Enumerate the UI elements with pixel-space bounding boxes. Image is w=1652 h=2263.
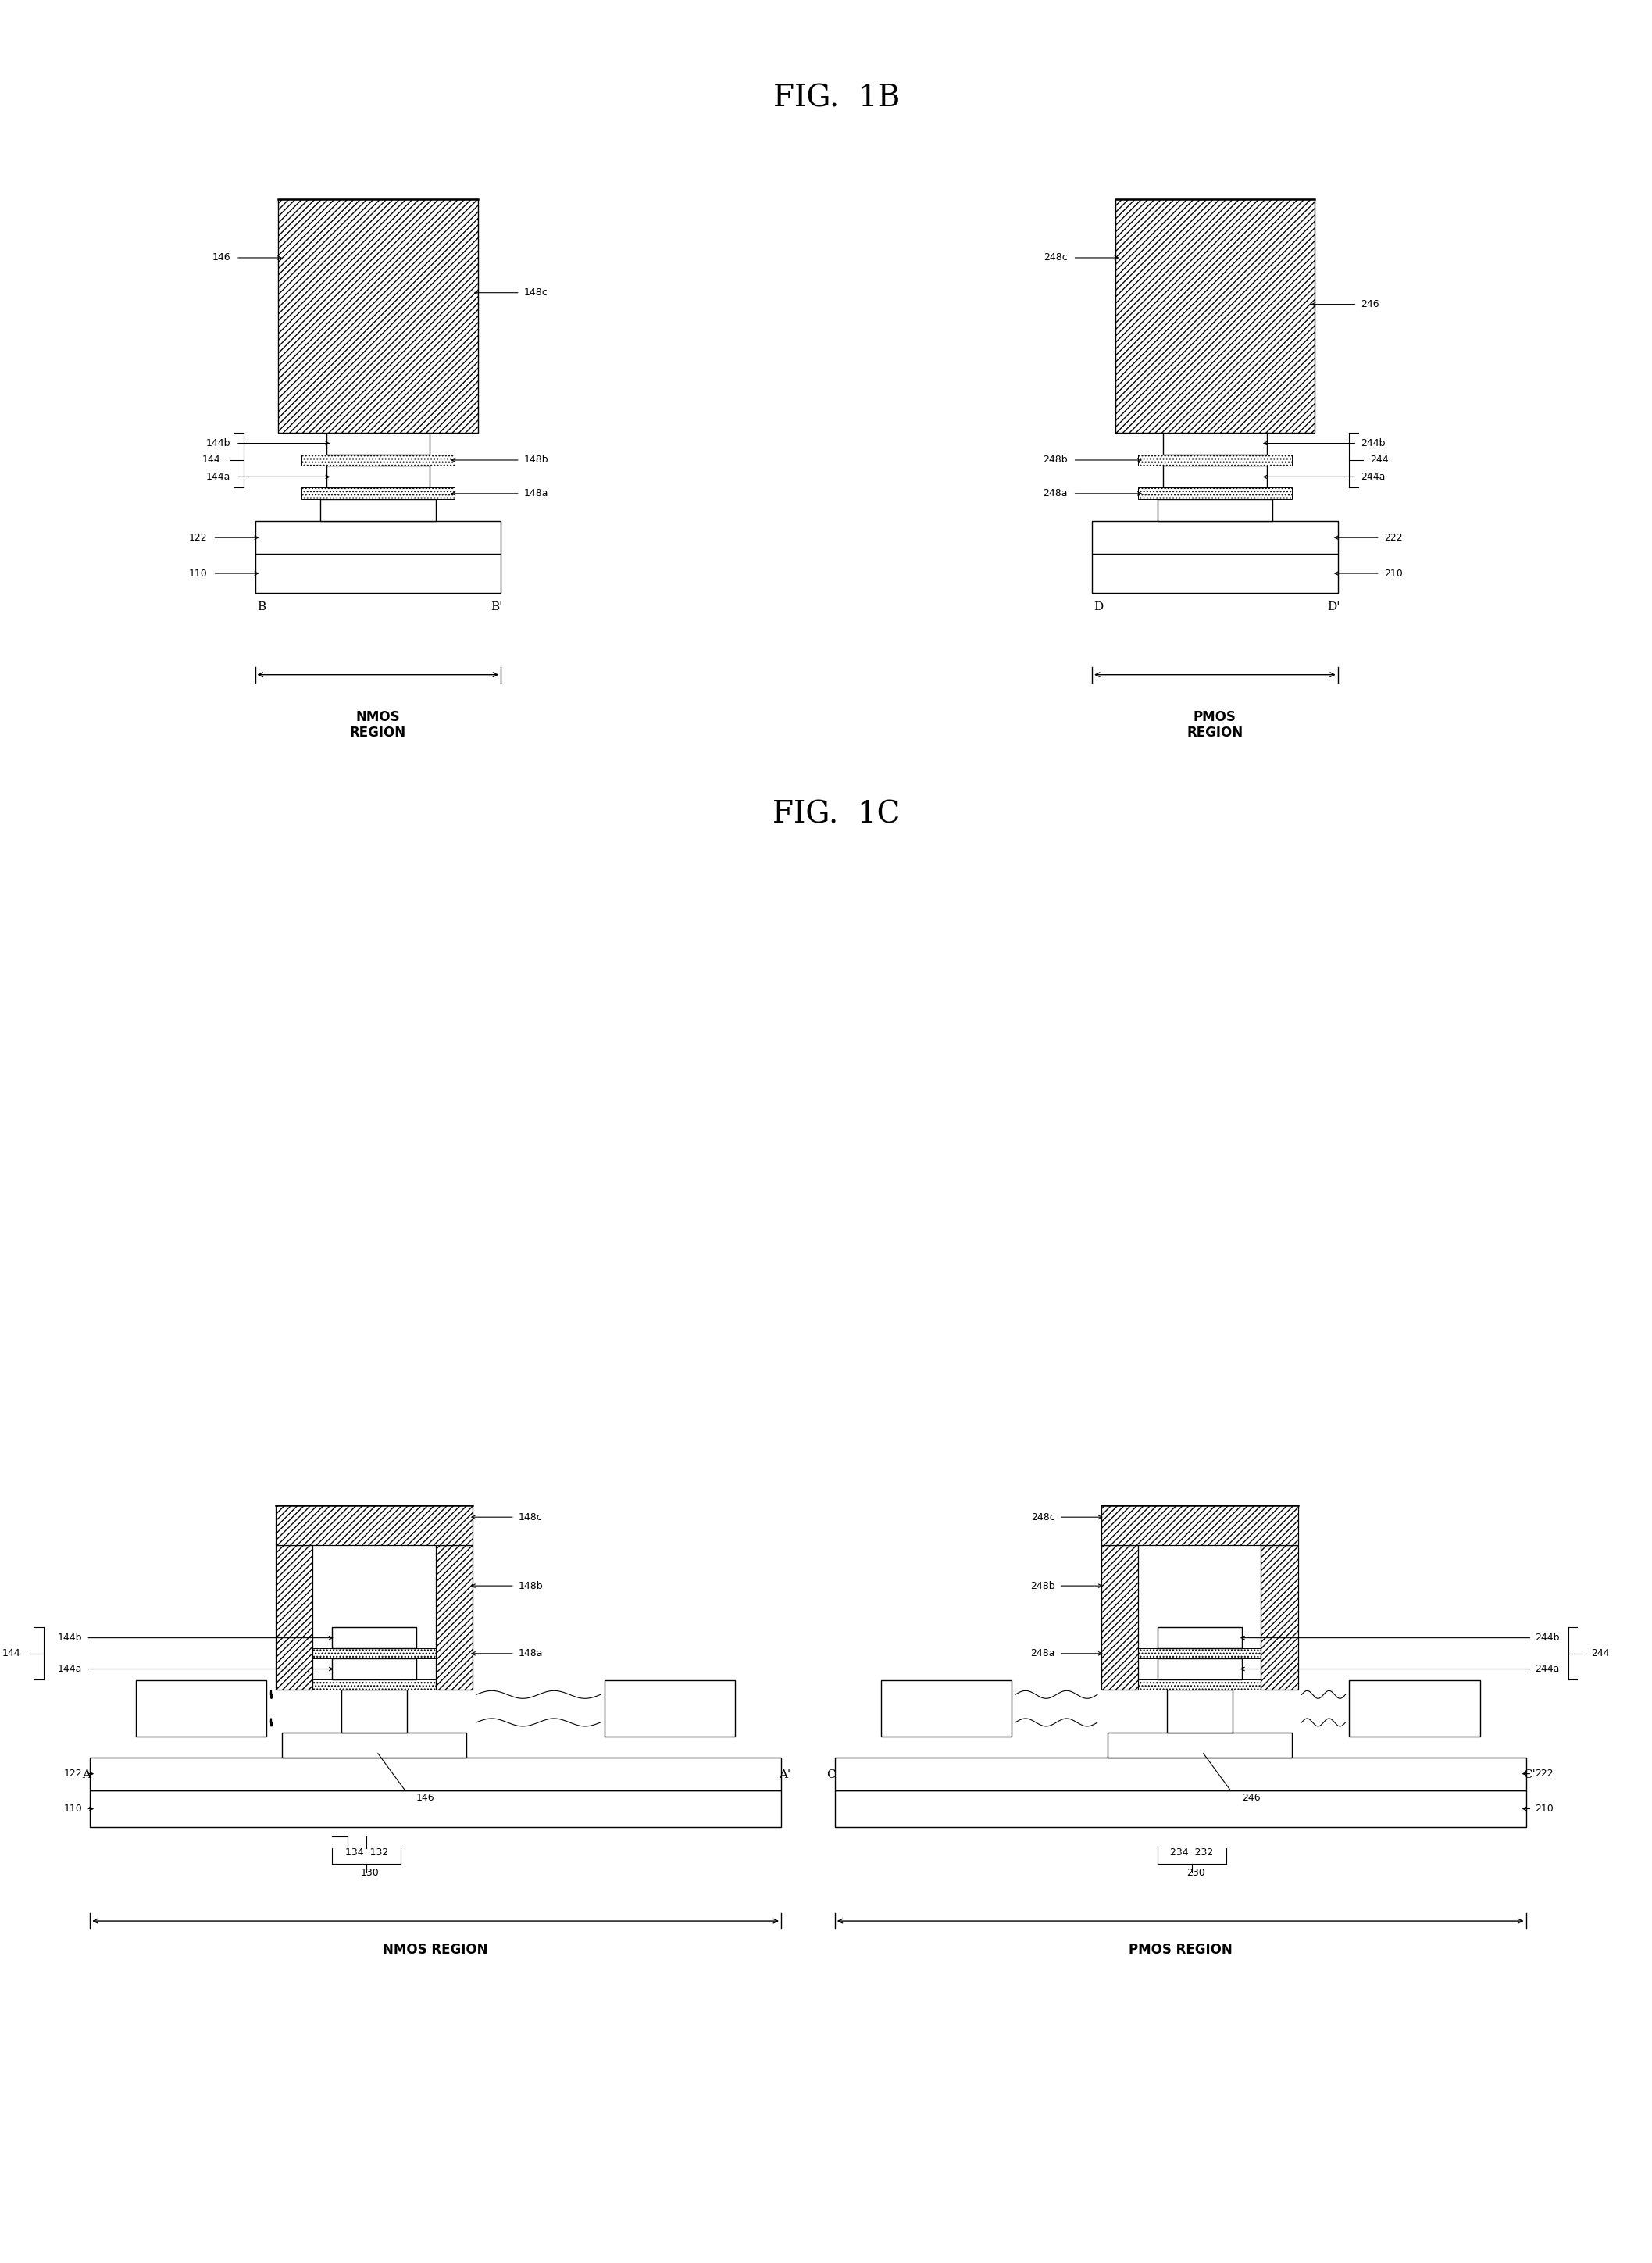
Bar	[1350, 1681, 1480, 1736]
Bar	[89, 1758, 781, 1790]
Text: 146: 146	[416, 1792, 434, 1804]
Bar	[1102, 1505, 1298, 1546]
Text: 244b: 244b	[1361, 439, 1386, 448]
Text: PMOS
REGION: PMOS REGION	[1186, 711, 1242, 740]
Bar	[1158, 500, 1272, 520]
Text: D': D'	[1328, 602, 1340, 613]
Bar	[276, 1505, 472, 1546]
Text: 144b: 144b	[58, 1632, 83, 1643]
Text: 244b: 244b	[1535, 1632, 1559, 1643]
Bar	[1158, 1627, 1242, 1647]
Text: B: B	[258, 602, 266, 613]
Text: NMOS REGION: NMOS REGION	[383, 1942, 487, 1957]
Bar	[276, 1546, 312, 1690]
Text: 110: 110	[64, 1804, 83, 1815]
Text: 244: 244	[1591, 1647, 1609, 1659]
Text: C: C	[826, 1770, 836, 1781]
Text: 248a: 248a	[1031, 1647, 1056, 1659]
Text: 248c: 248c	[1044, 253, 1067, 263]
Bar	[332, 1659, 416, 1679]
Text: 122: 122	[188, 532, 208, 543]
Bar	[342, 1690, 406, 1733]
Text: 144: 144	[202, 455, 220, 466]
Text: A: A	[83, 1770, 91, 1781]
Text: 144a: 144a	[206, 471, 231, 482]
Text: 244a: 244a	[1535, 1663, 1559, 1675]
Text: 246: 246	[1361, 299, 1379, 310]
Text: A': A'	[780, 1770, 791, 1781]
Bar	[834, 1790, 1526, 1829]
Text: 148b: 148b	[524, 455, 548, 466]
Text: 244a: 244a	[1361, 471, 1386, 482]
Bar	[1163, 466, 1267, 489]
Bar	[325, 432, 430, 455]
Text: 234  232: 234 232	[1170, 1847, 1214, 1858]
Bar	[1163, 432, 1267, 455]
Text: 222: 222	[1384, 532, 1403, 543]
Text: 244: 244	[1370, 455, 1388, 466]
Text: 248b: 248b	[1031, 1582, 1056, 1591]
Bar	[325, 466, 430, 489]
Text: 110: 110	[188, 568, 208, 579]
Bar	[254, 554, 501, 593]
Bar	[1092, 554, 1338, 593]
Text: 248b: 248b	[1042, 455, 1067, 466]
Bar	[282, 1733, 466, 1758]
Bar	[89, 1790, 781, 1829]
Text: 144b: 144b	[206, 439, 231, 448]
Bar	[312, 1679, 436, 1690]
Text: 210: 210	[1384, 568, 1403, 579]
Bar	[605, 1681, 735, 1736]
Bar	[301, 489, 454, 500]
Text: 248c: 248c	[1031, 1512, 1056, 1523]
Bar	[1158, 1659, 1242, 1679]
Bar	[1107, 1733, 1292, 1758]
Text: 148c: 148c	[524, 287, 548, 299]
Bar	[1138, 489, 1292, 500]
Text: 144a: 144a	[58, 1663, 83, 1675]
Text: 148a: 148a	[524, 489, 548, 498]
Bar	[301, 455, 454, 466]
Text: 222: 222	[1535, 1770, 1553, 1779]
Text: PMOS REGION: PMOS REGION	[1128, 1942, 1232, 1957]
Bar	[1166, 1690, 1232, 1733]
Text: B': B'	[491, 602, 502, 613]
Text: 134  132: 134 132	[345, 1847, 388, 1858]
Bar	[254, 520, 501, 554]
Text: 146: 146	[211, 253, 231, 263]
Bar	[320, 500, 436, 520]
Text: 148b: 148b	[519, 1582, 544, 1591]
Text: FIG.  1B: FIG. 1B	[773, 84, 900, 113]
Text: 130: 130	[362, 1867, 380, 1878]
Text: 246: 246	[1242, 1792, 1260, 1804]
Bar	[1092, 520, 1338, 554]
Text: D: D	[1094, 602, 1104, 613]
Text: 248a: 248a	[1042, 489, 1067, 498]
Text: 122: 122	[64, 1770, 83, 1779]
Bar	[1138, 1647, 1260, 1659]
Text: FIG.  1C: FIG. 1C	[773, 801, 900, 828]
Text: 148a: 148a	[519, 1647, 544, 1659]
Text: 230: 230	[1186, 1867, 1204, 1878]
Text: NMOS
REGION: NMOS REGION	[350, 711, 406, 740]
Bar	[278, 199, 477, 432]
Bar	[1115, 199, 1315, 432]
Bar	[135, 1681, 266, 1736]
Bar	[1102, 1546, 1138, 1690]
Text: 144: 144	[2, 1647, 21, 1659]
Bar	[1138, 1679, 1260, 1690]
Text: 210: 210	[1535, 1804, 1553, 1815]
Text: 148c: 148c	[519, 1512, 542, 1523]
Bar	[834, 1758, 1526, 1790]
Text: C': C'	[1523, 1770, 1536, 1781]
Bar	[1260, 1546, 1298, 1690]
Bar	[1138, 455, 1292, 466]
Bar	[332, 1627, 416, 1647]
Bar	[436, 1546, 472, 1690]
Bar	[312, 1647, 436, 1659]
Bar	[881, 1681, 1011, 1736]
